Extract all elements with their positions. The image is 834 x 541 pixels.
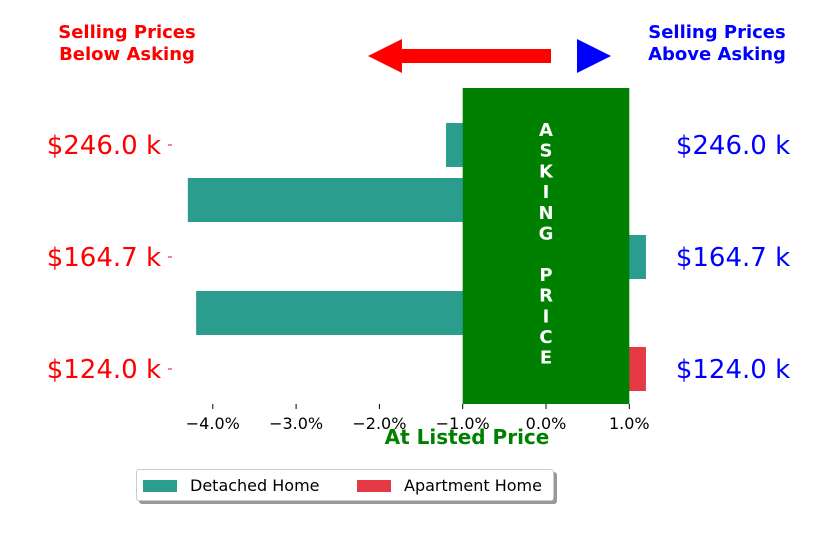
x-tick-label: −1.0% [436,414,490,433]
legend-item-detached-home: Detached Home [143,476,320,495]
x-tick-label: 1.0% [609,414,650,433]
left-tick-labels: $246.0 k $164.7 k $124.0 k [47,131,172,385]
x-tick-label: −3.0% [269,414,323,433]
asking-price-letter: K [539,161,554,182]
asking-price-band-rect [462,88,630,404]
asking-price-letter: I [543,306,550,327]
asking-price-letter: I [543,182,550,203]
direction-arrows [368,39,611,73]
legend-item-apartment-home: Apartment Home [357,476,542,495]
right-tick-label: $124.0 k [676,355,790,385]
x-axis-label: At Listed Price [385,425,550,449]
x-axis: −4.0% −3.0% −2.0% −1.0% 0.0% 1.0% [186,404,650,433]
right-tick-label: $164.7 k [676,243,790,273]
legend-label-apartment: Apartment Home [404,476,542,495]
asking-price-letter: G [539,224,554,245]
x-tick-label: −2.0% [352,414,406,433]
left-header-line: Below Asking [59,44,195,65]
left-tick-label: $124.0 k [47,355,161,385]
right-tick-label: $246.0 k [676,131,790,161]
asking-price-letter: E [540,348,552,369]
asking-price-letter: R [539,286,553,307]
legend-swatch-detached [143,479,177,492]
left-tick-label: $164.7 k [47,243,161,273]
asking-price-letter: C [539,327,552,348]
left-arrow-icon [368,39,551,73]
x-tick-label: 0.0% [526,414,567,433]
asking-price-letter: P [539,265,552,286]
x-tick-label: −4.0% [186,414,240,433]
left-tick-label: $246.0 k [47,131,161,161]
asking-price-letter: A [539,120,553,141]
left-header-line: Selling Prices [58,22,195,43]
right-tick-labels: $246.0 k $164.7 k $124.0 k [676,131,790,385]
right-header-line: Above Asking [648,44,786,65]
asking-price-letter: S [540,141,553,162]
right-header-line: Selling Prices [648,22,785,43]
right-arrow-icon [577,39,611,73]
legend-swatch-apartment [357,479,391,492]
legend: Detached Home Apartment Home [136,469,554,501]
legend-label-detached: Detached Home [190,476,320,495]
asking-price-letter: N [538,203,553,224]
